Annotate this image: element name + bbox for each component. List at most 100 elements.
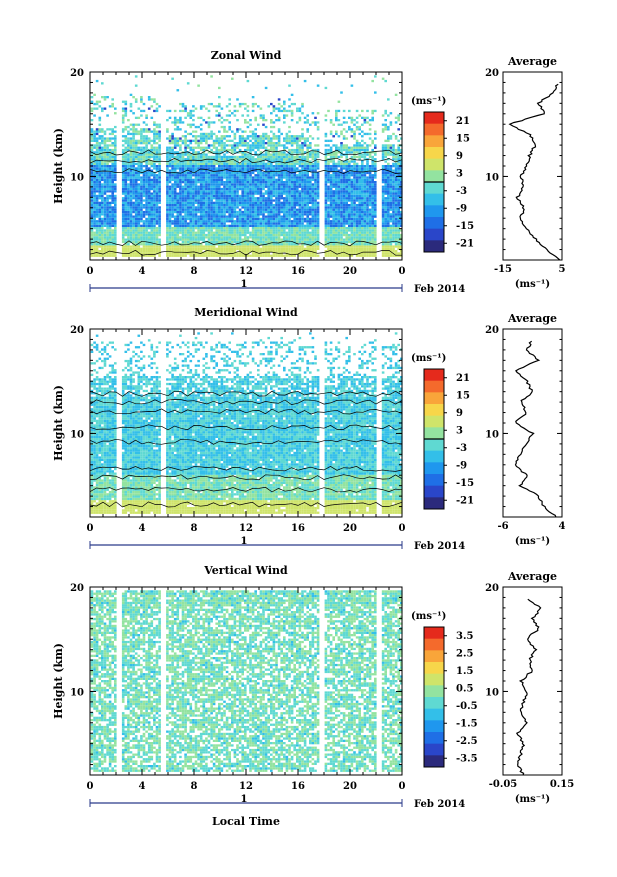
- heatmap-cell: [137, 155, 141, 159]
- heatmap-cell: [228, 215, 231, 218]
- heatmap-cell: [173, 247, 177, 250]
- heatmap-cell: [121, 247, 125, 250]
- heatmap-cell: [387, 233, 390, 237]
- heatmap-cell: [345, 178, 348, 181]
- heatmap-cell: [246, 217, 250, 221]
- heatmap-cell: [371, 233, 374, 237]
- heatmap-cell: [93, 151, 96, 154]
- heatmap-cell: [241, 233, 244, 237]
- heatmap-cell: [129, 201, 133, 204]
- heatmap-cell: [231, 192, 234, 195]
- heatmap-cell: [285, 217, 289, 221]
- heatmap-cell: [342, 224, 346, 227]
- heatmap-cell: [324, 210, 328, 214]
- heatmap-cell: [147, 151, 151, 154]
- heatmap-cell: [189, 243, 193, 246]
- heatmap-cell: [145, 151, 148, 154]
- heatmap-cell: [342, 210, 346, 214]
- heatmap-cell: [288, 185, 291, 188]
- heatmap-cell: [186, 176, 190, 179]
- heatmap-cell: [236, 181, 239, 184]
- heatmap-cell: [153, 206, 156, 209]
- heatmap-cell: [381, 247, 385, 250]
- heatmap-cell: [309, 194, 312, 198]
- heatmap-cell: [194, 197, 198, 200]
- heatmap-cell: [205, 187, 208, 191]
- heatmap-cell: [205, 162, 208, 165]
- heatmap-cell: [155, 238, 159, 241]
- heatmap-cell: [387, 167, 390, 170]
- heatmap-cell: [145, 153, 148, 156]
- heatmap-cell: [387, 178, 390, 181]
- heatmap-cell: [251, 224, 255, 227]
- heatmap-cell: [350, 192, 354, 195]
- heatmap-cell: [238, 220, 242, 223]
- heatmap-cell: [387, 236, 390, 239]
- heatmap-cell: [137, 153, 141, 156]
- heatmap-cell: [314, 174, 317, 177]
- heatmap-cell: [264, 167, 268, 170]
- heatmap-cell: [329, 210, 333, 214]
- heatmap-cell: [251, 167, 255, 170]
- heatmap-cell: [254, 233, 257, 237]
- heatmap-cell: [259, 252, 263, 255]
- heatmap-cell: [246, 245, 250, 248]
- heatmap-cell: [374, 171, 377, 175]
- heatmap-cell: [176, 210, 180, 214]
- heatmap-cell: [186, 185, 190, 188]
- heatmap-cell: [254, 167, 257, 170]
- heatmap-cell: [108, 217, 112, 221]
- heatmap-cell: [355, 231, 359, 234]
- heatmap-cell: [98, 243, 102, 246]
- heatmap-cell: [353, 233, 356, 237]
- heatmap-cell: [145, 165, 148, 168]
- heatmap-cell: [202, 181, 206, 184]
- heatmap-cell: [132, 162, 135, 165]
- heatmap-cell: [272, 178, 276, 181]
- heatmap-cell: [361, 231, 364, 234]
- heatmap-cell: [394, 148, 398, 152]
- heatmap-cell: [101, 204, 104, 207]
- heatmap-cell: [210, 199, 213, 202]
- heatmap-cell: [342, 247, 346, 250]
- heatmap-cell: [296, 167, 299, 170]
- heatmap-cell: [358, 240, 361, 244]
- heatmap-cell: [153, 250, 156, 253]
- heatmap-cell: [340, 247, 343, 250]
- heatmap-cell: [267, 158, 270, 161]
- heatmap-cell: [168, 148, 172, 152]
- heatmap-cell: [387, 185, 390, 188]
- heatmap-cell: [194, 240, 198, 244]
- heatmap-cell: [316, 217, 320, 221]
- heatmap-cell: [103, 185, 107, 188]
- heatmap-cell: [342, 233, 346, 237]
- heatmap-cell: [314, 245, 317, 248]
- heatmap-cell: [392, 199, 395, 202]
- heatmap-cell: [314, 153, 317, 156]
- heatmap-cell: [166, 247, 169, 250]
- heatmap-cell: [244, 174, 247, 177]
- heatmap-cell: [335, 254, 338, 257]
- heatmap-cell: [199, 204, 203, 207]
- heatmap-cell: [350, 204, 354, 207]
- heatmap-cell: [241, 160, 244, 163]
- heatmap-cell: [355, 162, 359, 165]
- heatmap-cell: [121, 183, 125, 186]
- heatmap-cell: [392, 190, 395, 193]
- heatmap-cell: [340, 229, 343, 232]
- heatmap-cell: [212, 178, 216, 181]
- heatmap-cell: [179, 197, 182, 200]
- heatmap-cell: [241, 199, 244, 202]
- heatmap-cell: [173, 215, 177, 218]
- heatmap-cell: [205, 153, 208, 156]
- heatmap-cell: [155, 220, 159, 223]
- heatmap-cell: [90, 227, 94, 230]
- heatmap-cell: [184, 176, 187, 179]
- heatmap-cell: [303, 174, 307, 177]
- heatmap-cell: [111, 213, 114, 216]
- heatmap-cell: [368, 227, 372, 230]
- heatmap-cell: [296, 176, 299, 179]
- heatmap-cell: [392, 254, 395, 257]
- heatmap-cell: [251, 243, 255, 246]
- heatmap-cell: [106, 160, 109, 163]
